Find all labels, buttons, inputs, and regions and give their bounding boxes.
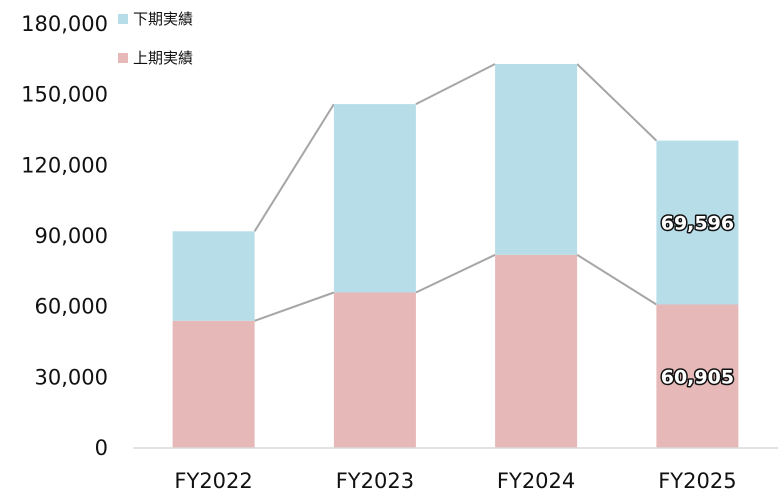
y-tick-label: 120,000	[21, 153, 108, 177]
legend-swatch-series-0	[118, 53, 128, 63]
data-label-FY2025-1: 69,596	[661, 213, 734, 235]
bar-FY2023-series-0	[333, 292, 416, 448]
legend-swatch-series-1	[118, 14, 128, 24]
connector-line-series-1-0	[253, 103, 335, 232]
x-tick-label: FY2024	[497, 469, 575, 492]
bar-FY2022-series-1	[172, 231, 255, 321]
data-labels: 60,905 69,596	[659, 211, 735, 390]
y-axis-ticks: 0 30,000 60,000 90,000 120,000 150,000 180,000	[21, 12, 108, 460]
bar-FY2023-series-1	[333, 104, 416, 293]
bar-FY2024-series-0	[495, 254, 578, 448]
legend-label-series-1: 下期実績	[133, 10, 193, 28]
series-connector-lines	[253, 63, 658, 322]
bar-FY2024-series-1	[495, 64, 578, 255]
x-tick-label: FY2023	[336, 469, 414, 492]
data-label-FY2025-0: 60,905	[661, 366, 734, 388]
y-tick-label: 0	[95, 436, 108, 460]
connector-line-series-1-2	[576, 63, 658, 142]
y-tick-label: 30,000	[35, 365, 108, 389]
legend-label-series-0: 上期実績	[133, 49, 193, 67]
x-tick-label: FY2022	[174, 469, 252, 492]
connector-line-series-0-0	[254, 291, 335, 322]
x-tick-label: FY2025	[658, 469, 736, 492]
bar-FY2025-series-0	[656, 304, 739, 448]
y-tick-label: 150,000	[21, 83, 108, 107]
connector-line-series-0-1	[415, 253, 496, 294]
y-tick-label: 90,000	[35, 224, 108, 248]
y-tick-label: 180,000	[21, 12, 108, 36]
bar-FY2022-series-0	[172, 320, 255, 448]
connector-line-series-1-1	[415, 63, 496, 105]
bar-FY2025-series-1	[656, 140, 739, 305]
connector-line-series-0-2	[576, 253, 657, 306]
x-axis-ticks: FY2022 FY2023 FY2024 FY2025	[174, 469, 736, 492]
y-tick-label: 60,000	[35, 295, 108, 319]
bars-group	[172, 64, 739, 448]
